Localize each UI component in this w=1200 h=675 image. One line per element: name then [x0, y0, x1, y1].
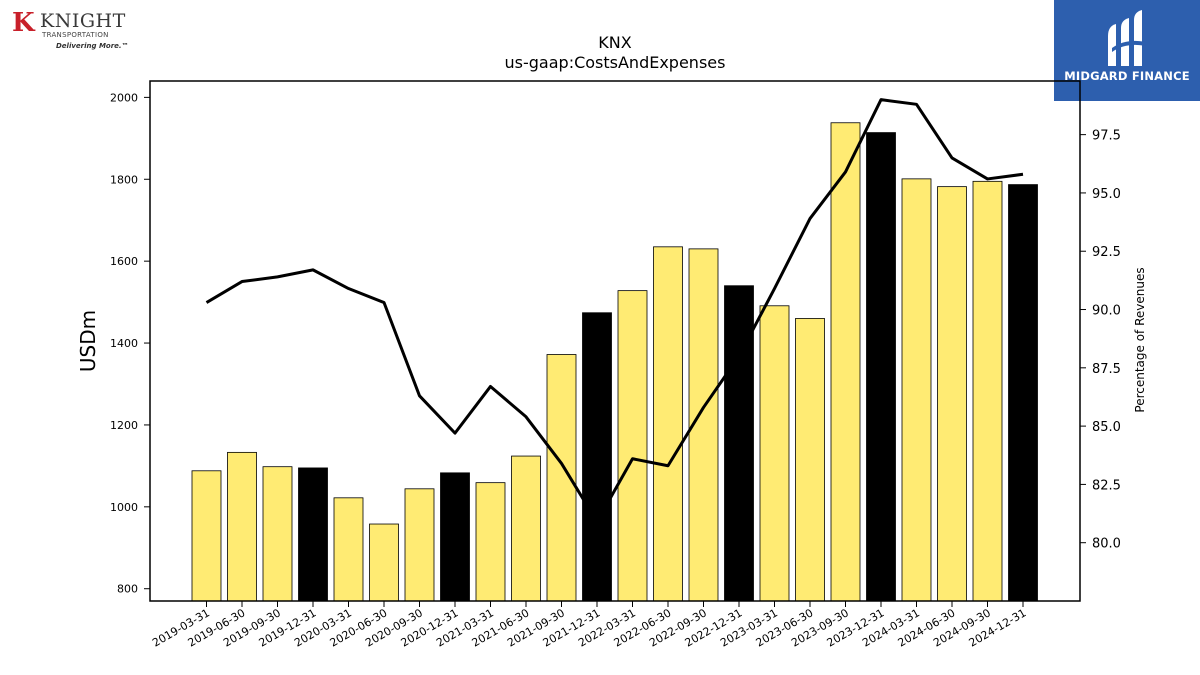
midgard-logo-text: MIDGARD FINANCE: [1064, 69, 1190, 83]
y-axis-left: 800 1000 1200 1400 1600 1800 2000: [110, 91, 150, 596]
bar-2021-03-31: [475, 482, 506, 602]
bar-2019-09-30: [262, 466, 293, 602]
y2-axis-label: Percentage of Revenues: [1133, 267, 1147, 412]
y-axis-right: 80.0 82.5 85.0 87.5 90.0 92.5 95.0 97.5: [1080, 129, 1121, 552]
knight-k-mark: K: [12, 8, 35, 38]
bar-2019-12-31: [298, 467, 328, 602]
y-tick-label: 1000: [110, 501, 138, 514]
bar-2022-06-30: [653, 246, 683, 602]
bar-2022-03-31: [617, 290, 648, 602]
y2-tick-label: 80.0: [1092, 537, 1121, 552]
line-series: [205, 98, 1024, 524]
chart-title: KNX: [598, 33, 631, 52]
y-tick-label: 800: [117, 583, 138, 596]
bar-series: [191, 122, 1038, 602]
bar-2020-12-31: [440, 472, 470, 602]
bar-2022-12-31: [724, 285, 754, 602]
bar-2020-06-30: [369, 523, 399, 602]
y-tick-label: 1800: [110, 173, 138, 186]
knight-transportation-logo: K KNIGHT TRANSPORTATION Delivering More.…: [10, 8, 130, 56]
bar-2024-12-31: [1008, 184, 1038, 602]
y2-tick-label: 87.5: [1092, 362, 1121, 377]
bar-2024-09-30: [972, 180, 1003, 602]
y2-tick-label: 85.0: [1092, 420, 1121, 435]
y-tick-label: 1400: [110, 337, 138, 350]
bar-2023-06-30: [795, 318, 825, 602]
knight-logo-sub: TRANSPORTATION: [42, 31, 109, 39]
x-axis: 2019-03-312019-06-302019-09-302019-12-31…: [150, 601, 1029, 650]
y2-tick-label: 92.5: [1092, 245, 1121, 260]
plot-frame: [149, 80, 1081, 602]
percentage-line: [205, 98, 1024, 524]
midgard-mark-icon: [1108, 10, 1146, 66]
bar-2021-06-30: [511, 455, 541, 602]
y2-tick-label: 97.5: [1092, 129, 1121, 144]
y-tick-label: 1200: [110, 419, 138, 432]
bar-2020-03-31: [333, 497, 364, 602]
bar-2020-09-30: [404, 488, 435, 602]
y-axis-label: USDm: [76, 310, 100, 372]
knight-logo-tagline: Delivering More.™: [56, 42, 129, 50]
bar-2023-03-31: [759, 305, 790, 602]
y-tick-label: 1600: [110, 255, 138, 268]
y2-tick-label: 82.5: [1092, 478, 1121, 493]
knight-logo-name: KNIGHT: [40, 10, 126, 32]
bar-2019-03-31: [191, 470, 222, 602]
y-tick-label: 2000: [110, 91, 138, 104]
y2-tick-label: 90.0: [1092, 304, 1121, 319]
bar-2023-12-31: [866, 132, 896, 602]
y2-tick-label: 95.0: [1092, 187, 1121, 202]
bar-2023-09-30: [830, 122, 861, 602]
bar-2021-12-31: [582, 312, 612, 602]
midgard-finance-logo: MIDGARD FINANCE: [1054, 0, 1200, 101]
bar-2019-06-30: [227, 451, 257, 602]
bar-2024-06-30: [937, 186, 967, 602]
chart-subtitle: us-gaap:CostsAndExpenses: [505, 53, 726, 72]
bar-2024-03-31: [901, 178, 932, 602]
